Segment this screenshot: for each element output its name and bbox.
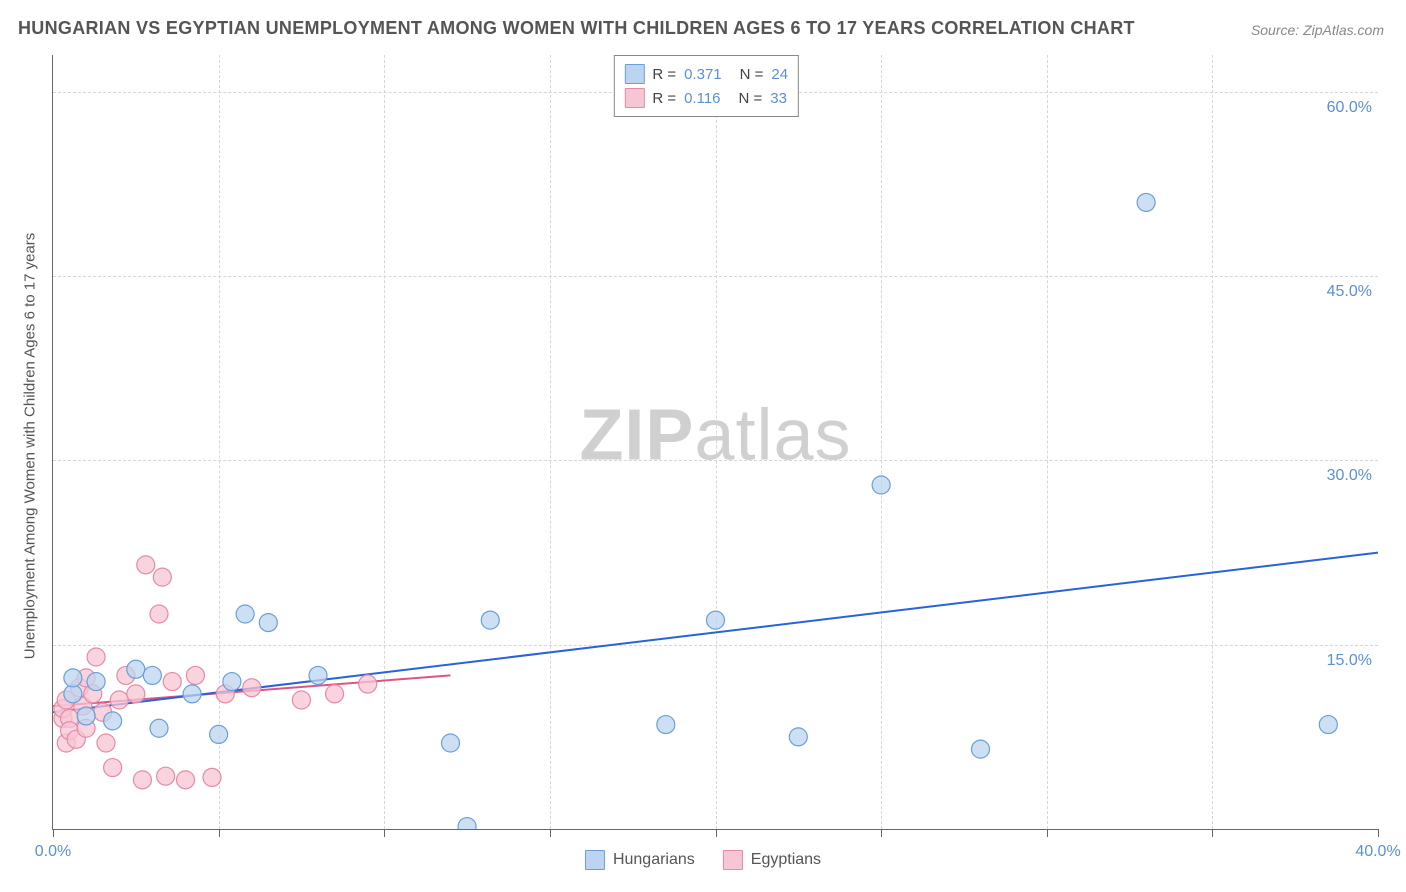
data-point xyxy=(87,673,105,691)
legend-swatch-blue xyxy=(585,850,605,870)
source-attribution: Source: ZipAtlas.com xyxy=(1251,22,1384,38)
y-axis-label: Unemployment Among Women with Children A… xyxy=(22,233,39,660)
data-point xyxy=(97,734,115,752)
data-point xyxy=(150,719,168,737)
legend-swatch-blue xyxy=(624,64,644,84)
data-point xyxy=(243,679,261,697)
data-point xyxy=(210,725,228,743)
data-point xyxy=(359,675,377,693)
data-point xyxy=(458,818,476,829)
legend-label-egyptians: Egyptians xyxy=(751,851,821,869)
data-point xyxy=(259,614,277,632)
data-point xyxy=(177,771,195,789)
data-point xyxy=(223,673,241,691)
chart-container: HUNGARIAN VS EGYPTIAN UNEMPLOYMENT AMONG… xyxy=(0,0,1406,892)
data-point xyxy=(183,685,201,703)
legend-swatch-pink xyxy=(723,850,743,870)
data-point xyxy=(110,691,128,709)
data-point xyxy=(104,759,122,777)
x-tick-mark xyxy=(53,829,54,837)
x-tick-mark xyxy=(881,829,882,837)
data-point xyxy=(64,685,82,703)
x-tick-label: 0.0% xyxy=(35,843,71,861)
correlation-legend: R = 0.371 N = 24 R = 0.116 N = 33 xyxy=(613,55,799,117)
data-point xyxy=(77,707,95,725)
data-point xyxy=(789,728,807,746)
x-tick-label: 40.0% xyxy=(1355,843,1400,861)
x-tick-mark xyxy=(384,829,385,837)
data-point xyxy=(236,605,254,623)
r-value-hungarians: 0.371 xyxy=(684,66,722,83)
data-point xyxy=(1137,193,1155,211)
legend-row-egyptians: R = 0.116 N = 33 xyxy=(624,86,788,110)
data-point xyxy=(292,691,310,709)
legend-item-hungarians: Hungarians xyxy=(585,850,695,870)
legend-label-hungarians: Hungarians xyxy=(613,851,695,869)
data-point xyxy=(153,568,171,586)
x-tick-mark xyxy=(716,829,717,837)
data-point xyxy=(137,556,155,574)
data-point xyxy=(64,669,82,687)
legend-swatch-pink xyxy=(624,88,644,108)
data-point xyxy=(133,771,151,789)
n-label: N = xyxy=(740,66,764,83)
data-point xyxy=(442,734,460,752)
data-point xyxy=(326,685,344,703)
r-label: R = xyxy=(652,66,676,83)
legend-item-egyptians: Egyptians xyxy=(723,850,821,870)
x-tick-mark xyxy=(1212,829,1213,837)
legend-row-hungarians: R = 0.371 N = 24 xyxy=(624,62,788,86)
x-tick-mark xyxy=(1047,829,1048,837)
data-point xyxy=(1319,716,1337,734)
x-tick-mark xyxy=(219,829,220,837)
data-point xyxy=(87,648,105,666)
n-value-egyptians: 33 xyxy=(770,90,787,107)
data-point xyxy=(481,611,499,629)
n-value-hungarians: 24 xyxy=(771,66,788,83)
data-point xyxy=(203,768,221,786)
r-value-egyptians: 0.116 xyxy=(684,90,720,107)
n-label: N = xyxy=(739,90,763,107)
data-point xyxy=(150,605,168,623)
plot-svg xyxy=(53,55,1378,829)
chart-title: HUNGARIAN VS EGYPTIAN UNEMPLOYMENT AMONG… xyxy=(18,18,1135,39)
plot-area: ZIPatlas R = 0.371 N = 24 R = 0.116 N = … xyxy=(52,55,1378,830)
data-point xyxy=(163,673,181,691)
data-point xyxy=(157,767,175,785)
x-tick-mark xyxy=(550,829,551,837)
data-point xyxy=(707,611,725,629)
data-point xyxy=(657,716,675,734)
data-point xyxy=(127,660,145,678)
data-point xyxy=(872,476,890,494)
data-point xyxy=(972,740,990,758)
data-point xyxy=(104,712,122,730)
series-legend: Hungarians Egyptians xyxy=(585,850,821,870)
data-point xyxy=(186,666,204,684)
data-point xyxy=(309,666,327,684)
r-label: R = xyxy=(652,90,676,107)
data-point xyxy=(127,685,145,703)
data-point xyxy=(143,666,161,684)
x-tick-mark xyxy=(1378,829,1379,837)
